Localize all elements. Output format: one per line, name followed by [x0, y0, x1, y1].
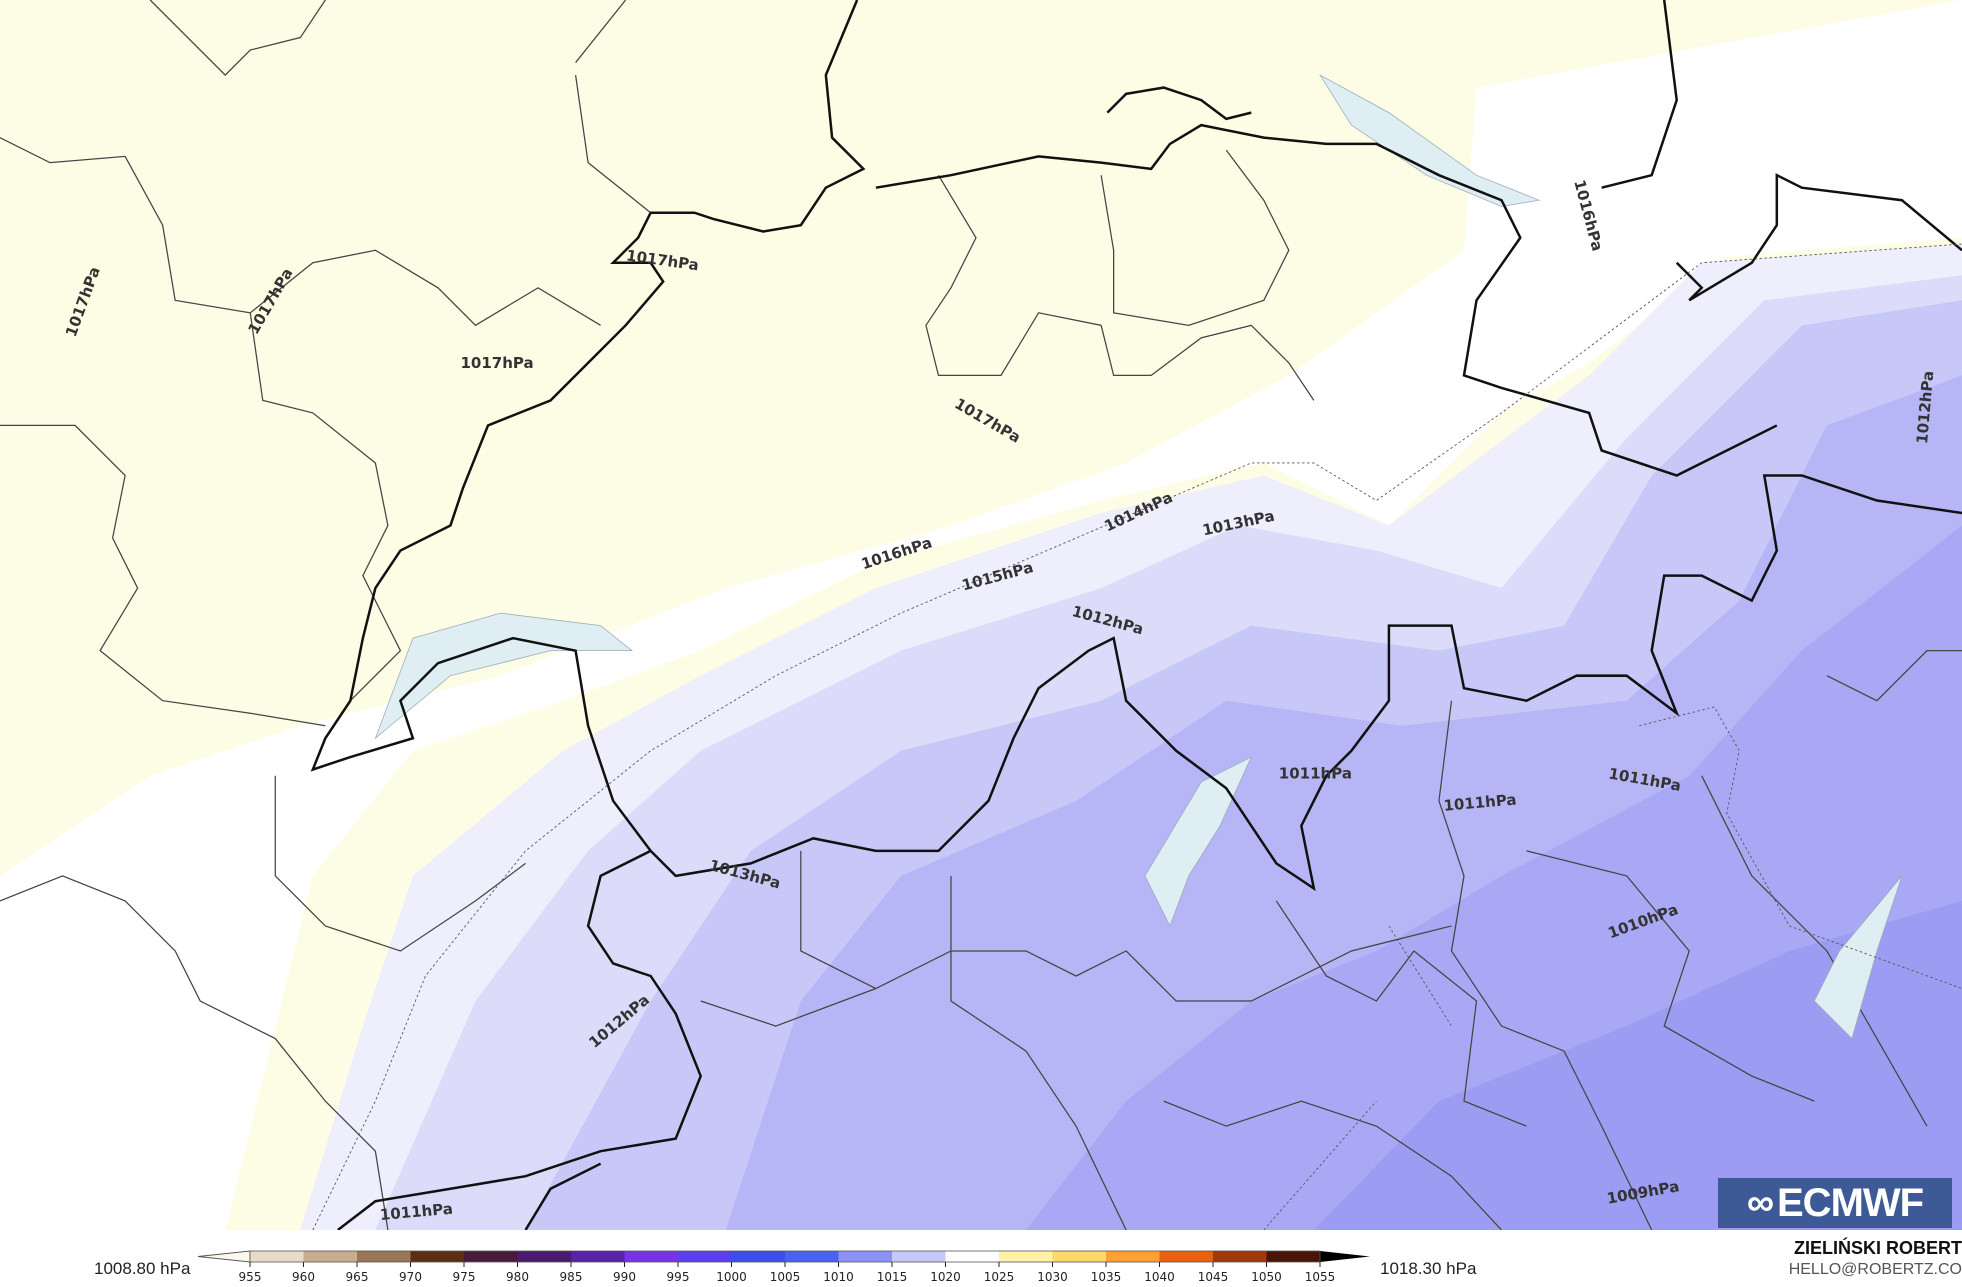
colorbar-tick-label: 1025 [984, 1270, 1015, 1284]
colorbar-tick-label: 1045 [1198, 1270, 1229, 1284]
author-credit: ZIELIŃSKI ROBERT HELLO@ROBERTZ.CO [1789, 1238, 1962, 1279]
colorbar-tick-label: 985 [560, 1270, 583, 1284]
colorbar-segment [785, 1251, 839, 1262]
author-email: HELLO@ROBERTZ.CO [1788, 1261, 1962, 1278]
colorbar-tick-label: 1005 [770, 1270, 801, 1284]
colorbar-tick-label: 1030 [1037, 1270, 1068, 1284]
colorbar-segment [838, 1251, 893, 1262]
colorbar-tick-label: 1020 [930, 1270, 961, 1284]
colorbar-tick-label: 1040 [1144, 1270, 1175, 1284]
colorbar-max-arrow [1320, 1251, 1370, 1262]
zone-1010 [1313, 900, 1962, 1230]
colorbar-segment [678, 1251, 732, 1262]
colorbar: 955 960 965 970 975 980 985 990 995 1000 1005 1010 1… [197, 1250, 1370, 1284]
colorbar-tick-label: 975 [453, 1270, 476, 1284]
colorbar-segment [250, 1251, 304, 1262]
colorbar-max-label: 1018.30 hPa [1380, 1259, 1477, 1278]
lakes [374, 74, 1903, 1040]
colorbar-segment [464, 1251, 518, 1262]
regional-borders [0, 0, 1962, 1231]
colorbar-min-label: 1008.80 hPa [94, 1259, 191, 1278]
colorbar-segment [624, 1251, 679, 1262]
colorbar-tick-label: 1035 [1091, 1270, 1122, 1284]
colorbar-segment [892, 1251, 946, 1262]
colorbar-tick-label: 965 [346, 1270, 369, 1284]
colorbar-tick-label: 1015 [877, 1270, 908, 1284]
colorbar-segment [731, 1251, 786, 1262]
colorbar-segment [1052, 1251, 1107, 1262]
colorbar-segment [410, 1251, 465, 1262]
colorbar-segment [571, 1251, 625, 1262]
colorbar-tick-label: 990 [613, 1270, 636, 1284]
colorbar-segment [1106, 1251, 1160, 1262]
colorbar-tick-label: 995 [667, 1270, 690, 1284]
colorbar-segment [1266, 1251, 1321, 1262]
colorbar-segment [1159, 1251, 1214, 1262]
map-canvas: 1017hPa 1017hPa 1017hPa 1017hPa 1017hPa … [0, 0, 1962, 1231]
contour-lines [312, 243, 1962, 1231]
colorbar-tick-label: 970 [399, 1270, 422, 1284]
colorbar-segment [303, 1251, 358, 1262]
colorbar-segment [357, 1251, 411, 1262]
ecmwf-logo-text: ECMWF [1777, 1180, 1924, 1225]
colorbar-segment [1213, 1251, 1267, 1262]
author-name: ZIELIŃSKI ROBERT [1793, 1238, 1962, 1258]
ecmwf-logo: ∞ ECMWF [1718, 1178, 1952, 1228]
contour-label: 1011hPa [1279, 764, 1352, 782]
contour-label: 1017hPa [460, 354, 533, 372]
colorbar-tick-label: 980 [506, 1270, 529, 1284]
colorbar-min-arrow [197, 1250, 251, 1263]
ecmwf-mark-icon: ∞ [1746, 1181, 1774, 1224]
colorbar-tick-label: 1050 [1251, 1270, 1282, 1284]
colorbar-tick-label: 1000 [716, 1270, 747, 1284]
zone-1016 [0, 0, 1962, 1230]
colorbar-tick-label: 960 [292, 1270, 315, 1284]
colorbar-segment [999, 1251, 1053, 1262]
colorbar-tick-label: 1055 [1305, 1270, 1336, 1284]
national-borders [310, 0, 1962, 1231]
pressure-map[interactable]: 1017hPa 1017hPa 1017hPa 1017hPa 1017hPa … [0, 0, 1962, 1231]
colorbar-tick-label: 955 [239, 1270, 262, 1284]
colorbar-segment [945, 1251, 1000, 1262]
colorbar-tick-label: 1010 [823, 1270, 854, 1284]
colorbar-segment [517, 1251, 572, 1262]
